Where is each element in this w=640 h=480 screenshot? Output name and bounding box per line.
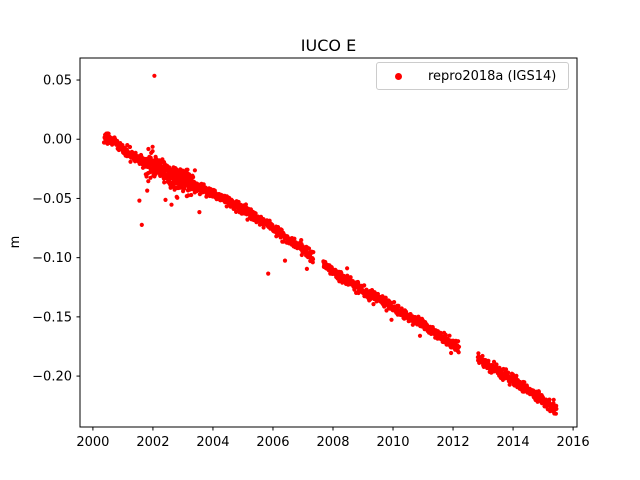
y-tick-label: −0.10 — [32, 251, 72, 266]
x-tick-label: 2000 — [76, 435, 109, 450]
x-tick-label: 2010 — [376, 435, 409, 450]
y-axis-label: m — [8, 235, 23, 249]
y-axis: 0.05 0.00 −0.05 −0.10 −0.15 −0.20 — [32, 74, 80, 385]
x-tick-label: 2008 — [316, 435, 349, 450]
x-tick-label: 2004 — [196, 435, 229, 450]
legend-marker-dot-icon — [395, 72, 402, 80]
x-axis: 2000 2002 2004 2006 2008 2010 2012 2014 2016 — [76, 427, 590, 450]
y-tick-label: 0.00 — [43, 133, 72, 148]
axes-border — [79, 57, 578, 428]
y-tick-label: −0.20 — [32, 370, 72, 385]
x-tick-label: 2006 — [256, 435, 289, 450]
legend-label: repro2018a (IGS14) — [428, 68, 557, 84]
chart-title: IUCO E — [300, 36, 357, 55]
x-tick-label: 2002 — [136, 435, 169, 450]
y-tick-label: −0.15 — [32, 310, 72, 325]
y-tick-label: −0.05 — [32, 192, 72, 207]
x-tick-label: 2012 — [437, 435, 470, 450]
x-tick-label: 2016 — [557, 435, 590, 450]
y-tick-label: 0.05 — [43, 74, 72, 89]
scatter-series-points — [101, 73, 559, 416]
legend: repro2018a (IGS14) — [376, 62, 569, 90]
x-tick-label: 2014 — [497, 435, 530, 450]
